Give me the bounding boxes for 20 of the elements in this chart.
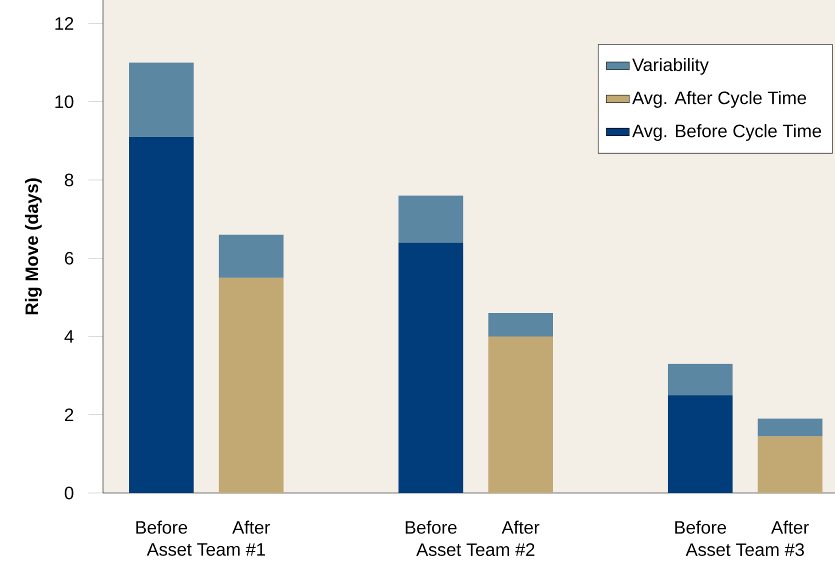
y-tick-label: 0 bbox=[64, 486, 74, 500]
x-tick-label: Before bbox=[136, 520, 188, 534]
y-tick-label: 4 bbox=[64, 330, 74, 343]
y-axis-title: Rig Move (days) bbox=[24, 178, 42, 314]
y-tick-label: 12 bbox=[55, 17, 74, 30]
x-tick-label: After bbox=[232, 520, 270, 534]
x-tick-label: Before bbox=[406, 520, 457, 534]
y-tick-label: 10 bbox=[55, 95, 74, 108]
y-tick-label: 8 bbox=[64, 174, 74, 186]
text: Asset Team #1 bbox=[146, 543, 265, 556]
legend-label: Avg. After Cycle Time bbox=[632, 91, 806, 108]
text: Asset Team #2 bbox=[416, 543, 534, 556]
legend-label: Variability bbox=[632, 58, 709, 75]
y-tick-label: 6 bbox=[64, 252, 74, 265]
x-tick-label: After bbox=[771, 520, 809, 534]
y-tick-label: 2 bbox=[64, 408, 74, 422]
x-tick-label: After bbox=[502, 520, 540, 534]
text: Asset Team #3 bbox=[686, 543, 804, 556]
legend-label: Avg. Before Cycle Time bbox=[632, 124, 822, 141]
x-tick-label: Before bbox=[675, 520, 726, 534]
